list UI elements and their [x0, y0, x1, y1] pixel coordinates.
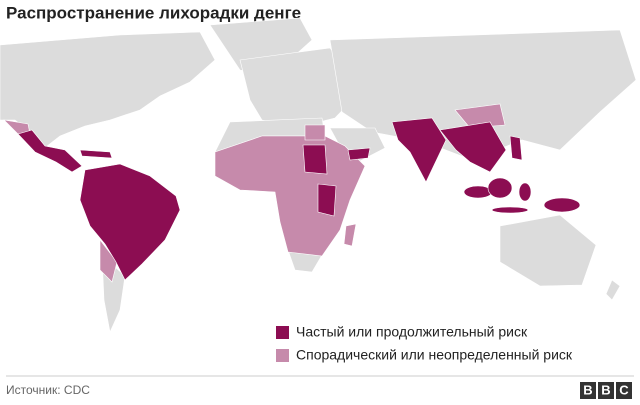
logo-letter: B: [601, 382, 610, 397]
legend-label: Спорадический или неопределенный риск: [296, 347, 573, 363]
logo-block: [580, 382, 596, 399]
source: Источник: CDC: [6, 383, 90, 397]
south-america: [79, 163, 181, 281]
egypt: [304, 124, 326, 141]
borneo: [487, 177, 513, 199]
new-zealand: [605, 279, 621, 301]
china-south: [454, 103, 506, 129]
caribbean: [79, 149, 113, 159]
india: [391, 117, 447, 183]
java: [491, 206, 529, 214]
australia: [499, 214, 597, 287]
southeast-asia: [439, 121, 507, 173]
legend-label: Частый или продолжительный риск: [296, 324, 528, 340]
tanzania-kenya: [317, 183, 337, 217]
new-guinea: [543, 197, 581, 213]
sudan: [302, 144, 328, 175]
logo-block: [616, 382, 632, 399]
yemen: [347, 147, 371, 161]
bbc-logo: B B C: [580, 382, 632, 399]
philippines: [509, 135, 523, 161]
title: Распространение лихорадки денге: [6, 3, 301, 22]
sulawesi: [518, 182, 532, 202]
world-map: [0, 17, 637, 333]
madagascar: [343, 223, 357, 247]
logo-letter: B: [583, 382, 592, 397]
logo-letter: C: [619, 382, 629, 397]
logo-block: [598, 382, 614, 399]
legend-swatch: [276, 326, 289, 339]
legend-swatch: [276, 349, 289, 362]
central-america: [17, 129, 83, 173]
africa-sporadic: [214, 135, 366, 257]
